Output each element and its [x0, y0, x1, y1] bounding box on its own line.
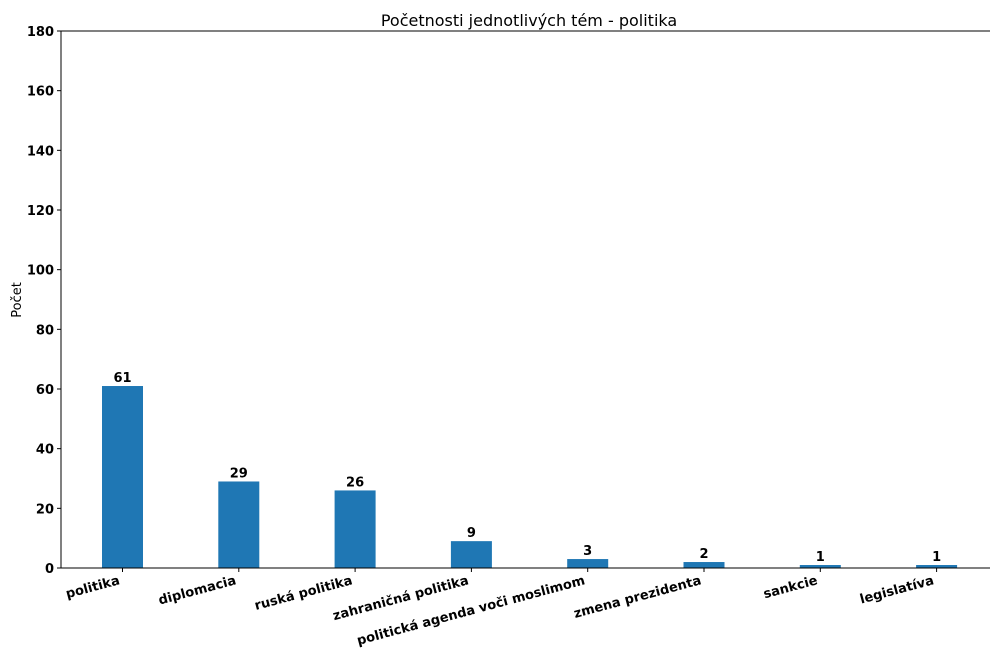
bar-value-label: 29	[230, 466, 248, 481]
x-tick-label: politika	[64, 573, 121, 602]
x-tick-label: diplomacia	[157, 573, 238, 608]
bar	[683, 562, 725, 568]
bar-value-label: 1	[816, 550, 825, 565]
y-tick-label: 160	[27, 85, 54, 100]
y-axis-ticks: 0 20 40 60 80 100 120 140 160 180	[27, 25, 61, 577]
y-tick-label: 140	[27, 144, 54, 159]
y-tick-label: 100	[27, 264, 54, 279]
value-labels: 61 29 26 9 3 2 1 1	[113, 371, 941, 565]
bar-value-label: 26	[346, 475, 364, 490]
y-tick-label: 120	[27, 204, 54, 219]
bar-value-label: 9	[467, 526, 476, 541]
bar	[799, 565, 841, 568]
x-tick-label: legislatíva	[858, 573, 935, 607]
bar-value-label: 1	[932, 550, 941, 565]
bar	[567, 559, 609, 568]
y-tick-label: 180	[27, 25, 54, 40]
y-tick-label: 60	[36, 383, 54, 398]
bar-value-label: 3	[583, 544, 592, 559]
y-tick-label: 40	[36, 443, 54, 458]
chart-title: Početnosti jednotlivých tém - politika	[381, 11, 677, 30]
bars	[102, 386, 958, 568]
bar	[334, 490, 376, 568]
x-tick-label: politická agenda voči moslimom	[355, 573, 586, 648]
bar	[218, 481, 260, 568]
y-tick-label: 80	[36, 323, 54, 338]
bar-value-label: 61	[113, 371, 131, 386]
x-tick-label: zmena prezidenta	[572, 573, 703, 621]
bar	[916, 565, 958, 568]
bar	[450, 541, 492, 568]
x-tick-label: sankcie	[762, 573, 820, 602]
bar	[102, 386, 143, 568]
x-axis-ticks: politika diplomacia ruská politikazahranič…	[64, 568, 938, 649]
y-tick-label: 20	[36, 502, 54, 517]
bar-value-label: 2	[699, 547, 708, 562]
y-tick-label: 0	[45, 562, 54, 577]
y-axis-label: Počet	[10, 282, 25, 318]
